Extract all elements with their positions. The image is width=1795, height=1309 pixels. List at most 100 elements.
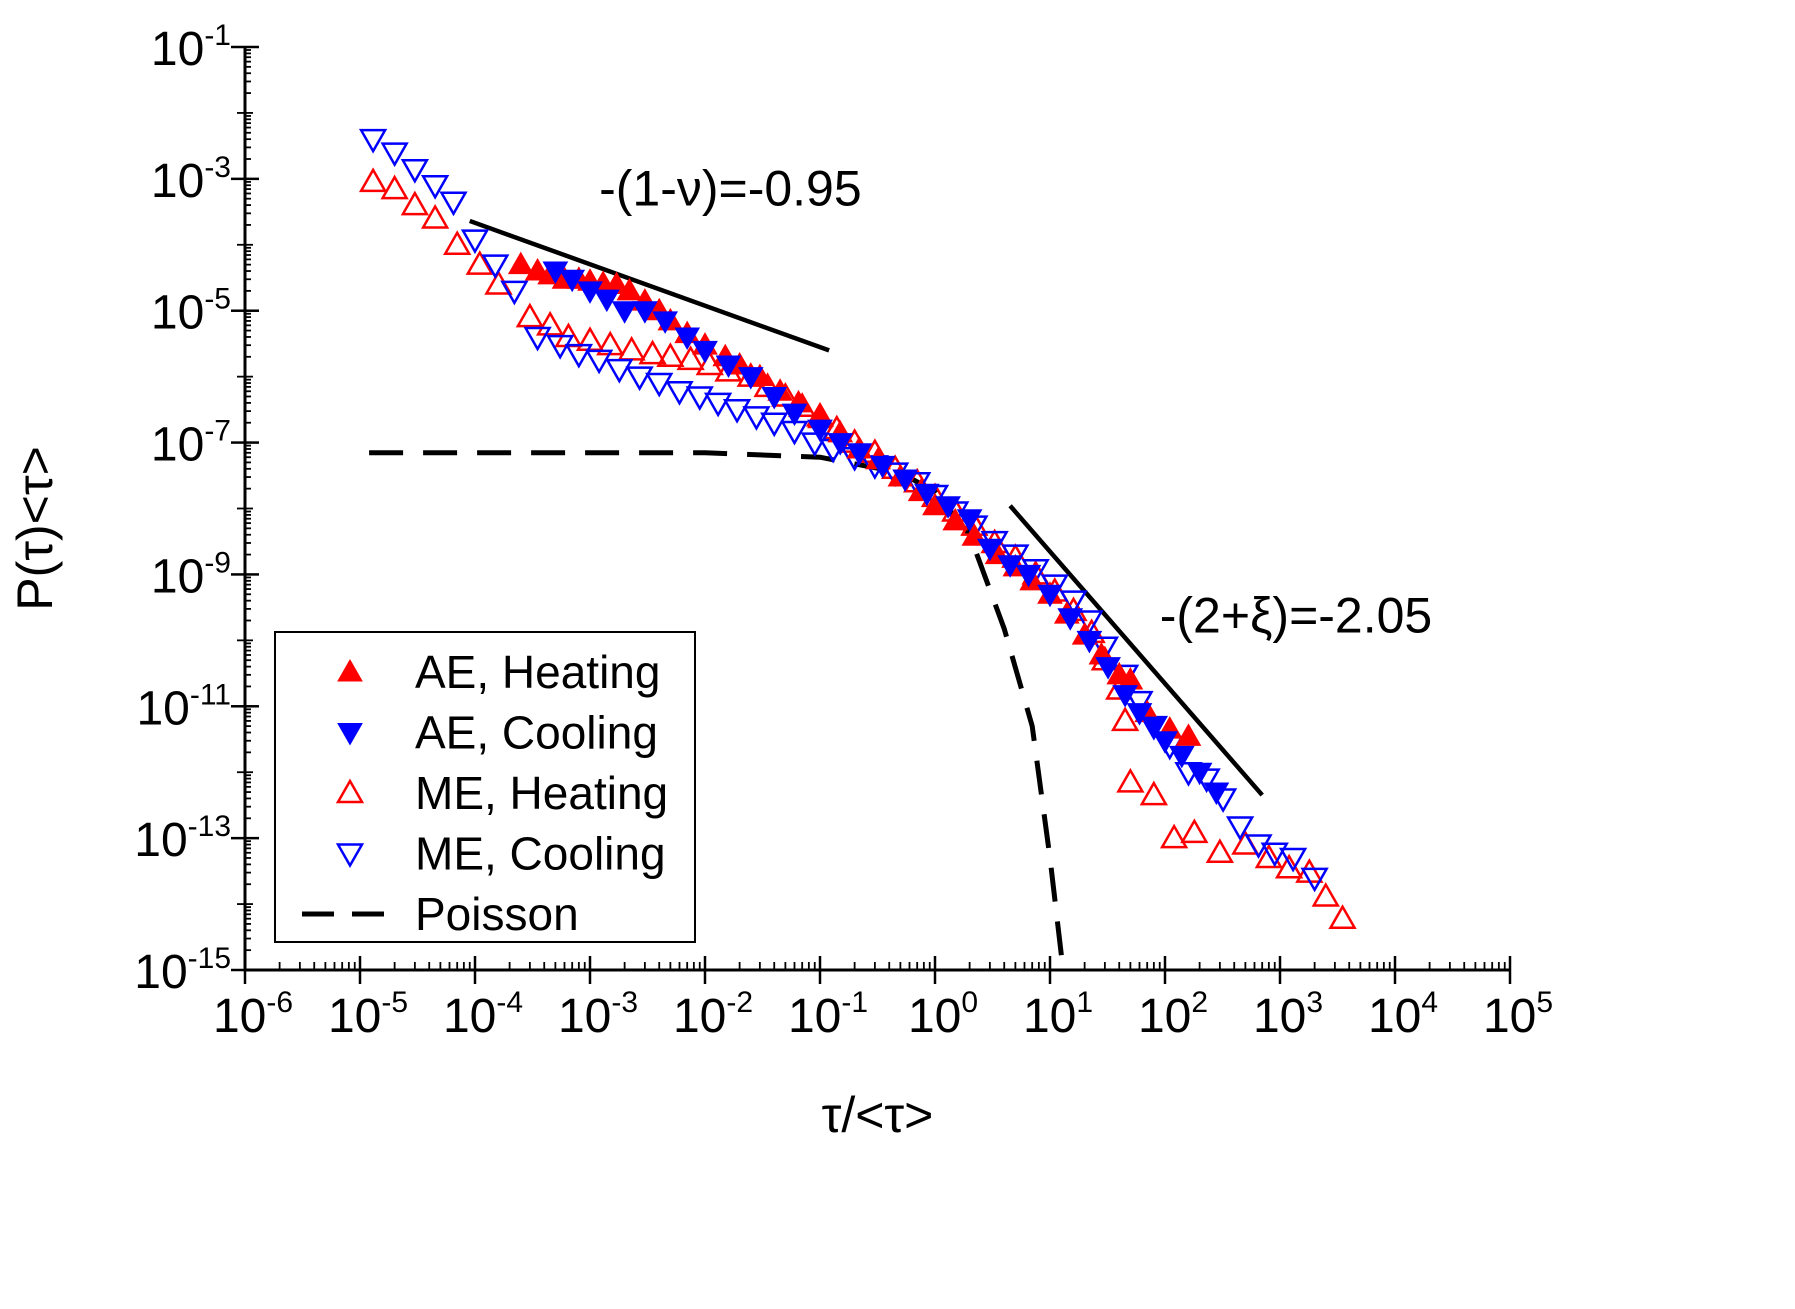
slope-annotation-1: -(1-ν)=-0.95 [599,161,862,217]
data-point [1110,706,1140,732]
legend-label-me-cooling: ME, Cooling [415,828,666,880]
y-tick-label: 10-5 [151,283,231,340]
data-point [997,555,1023,578]
data-point [523,326,552,352]
y-tick-label: 10-13 [134,810,231,867]
data-series [358,128,1357,929]
data-point [800,432,829,458]
y-tick-label: 10-1 [151,19,231,76]
legend-marker-icon [337,723,363,746]
legend-box [274,631,696,943]
data-point [1139,780,1169,806]
y-tick-label: 10-11 [136,678,231,735]
data-point [611,301,638,324]
data-point [1015,564,1042,588]
data-point [1116,767,1145,793]
data-point [914,483,940,507]
data-point [1037,584,1063,608]
data-point [564,343,594,369]
data-point [400,190,430,216]
y-tick-label: 10-9 [151,546,231,603]
data-point [1225,816,1255,842]
data-point [892,469,919,493]
data-point [584,349,614,375]
axes: 10-6 10-5 10-4 10-3 10-2 10-1 100 101 102 103 104 1… [134,19,1553,1043]
y-tick-label: 10-3 [151,151,231,208]
data-point [380,174,409,200]
legend-marker-icon [335,778,365,804]
data-point [632,301,658,324]
fit-line-2 [1008,504,1264,797]
data-point [827,433,854,456]
data-point [722,399,752,424]
data-point [1112,685,1138,708]
y-tick-label: 10-15 [134,942,231,999]
data-point [807,419,833,443]
y-axis-label: P(τ)<τ> [7,446,63,611]
x-tick-label: 10-6 [213,986,293,1043]
data-point [1095,657,1121,680]
legend-label-ae-cooling: AE, Cooling [415,707,658,759]
data-point [380,142,409,168]
x-tick-label: 10-3 [558,986,638,1043]
x-tick-label: 10-2 [673,986,753,1043]
data-point [1260,842,1289,868]
x-tick-label: 105 [1483,986,1553,1043]
data-point [625,366,654,392]
data-point [515,302,545,328]
x-axis-label: τ/<τ> [822,1087,934,1143]
data-point [935,496,961,519]
data-point [535,310,565,336]
data-point [1175,723,1202,746]
data-point [1057,608,1084,631]
series-ae-cooling [542,261,1230,806]
data-point [1140,716,1167,740]
data-point [481,254,510,280]
data-point [685,386,714,412]
data-point [760,412,789,438]
data-point [465,250,494,275]
data-point [507,251,534,275]
data-point [500,280,529,306]
data-point [692,340,718,364]
data-point [617,335,646,361]
data-point [1059,590,1088,616]
data-point [358,128,388,154]
data-point [1159,823,1189,849]
slope-annotation-2: -(2+ξ)=-2.05 [1160,588,1433,644]
data-point [645,372,674,398]
x-tick-label: 102 [1138,986,1208,1043]
data-point [652,311,678,334]
data-point [420,204,450,229]
data-point [676,345,705,371]
data-point [1311,882,1340,907]
data-point [869,455,896,479]
data-point [715,355,742,379]
x-tick-label: 100 [908,986,978,1043]
data-point [1300,867,1329,893]
data-point [439,191,468,217]
data-point [443,230,472,256]
data-point [1328,904,1357,929]
data-point [616,277,643,301]
data-point [1152,731,1178,754]
data-point [942,507,969,531]
data-point [1076,630,1103,654]
data-point [638,339,667,365]
x-tick-label: 101 [1023,986,1093,1043]
y-tick-label: 10-7 [151,415,231,472]
fit-line-1 [468,218,830,353]
x-tick-label: 104 [1368,986,1438,1043]
data-point [674,327,701,350]
data-point [559,269,586,293]
data-point [742,406,771,431]
legend: AE, Heating AE, Cooling ME, Heating ME, … [274,631,696,943]
data-point [545,334,575,360]
data-point [977,538,1003,562]
data-point [1180,818,1209,844]
legend-label-poisson: Poisson [415,888,579,940]
legend-marker-icon [337,658,363,682]
x-tick-label: 10-5 [328,986,408,1043]
data-point [703,392,733,418]
